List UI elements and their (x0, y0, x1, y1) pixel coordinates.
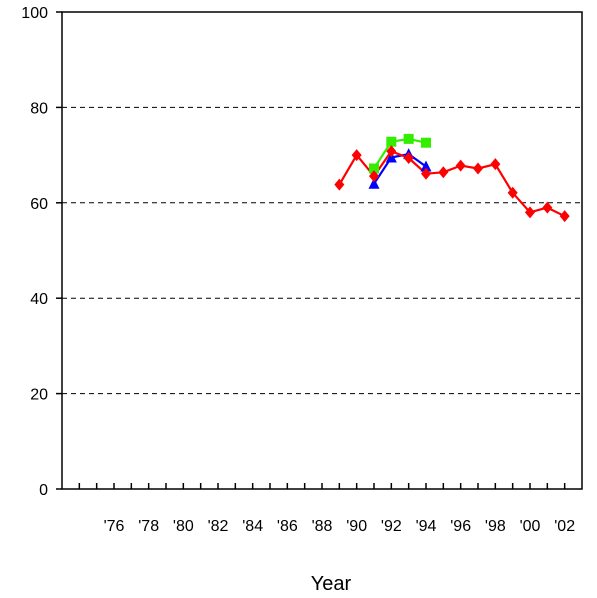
x-tick-label: '98 (485, 518, 506, 535)
y-tick-label: 80 (30, 100, 48, 117)
x-tick-label: '84 (242, 518, 263, 535)
x-tick-label: '96 (450, 518, 471, 535)
plot-frame (61, 11, 583, 490)
y-tick-label: 0 (39, 482, 48, 499)
series-line (373, 137, 427, 170)
axes (56, 11, 583, 490)
data-point-square (369, 163, 379, 174)
data-point-diamond (334, 178, 345, 191)
data-point-triangle (368, 177, 380, 189)
data-point-triangle (420, 160, 432, 172)
y-tick-label: 100 (21, 5, 48, 22)
data-point-diamond (403, 151, 414, 164)
x-tick-label: '88 (312, 518, 333, 535)
x-tick-label: '82 (208, 518, 229, 535)
x-tick-label: '90 (346, 518, 367, 535)
x-tick-label: '02 (554, 518, 575, 535)
data-point-diamond (438, 166, 449, 179)
x-tick-label: '76 (104, 518, 125, 535)
x-tick-label: '94 (416, 518, 437, 535)
gridlines (62, 106, 582, 395)
data-point-diamond (421, 167, 431, 180)
data-point-square (421, 137, 431, 148)
x-axis-title: Year (311, 573, 352, 595)
x-tick-label: '80 (173, 518, 194, 535)
y-tick-label: 20 (30, 387, 48, 404)
data-point-diamond (542, 201, 553, 214)
data-point-diamond (559, 210, 570, 223)
data-point-square (386, 136, 397, 147)
x-tick-label: '00 (520, 518, 541, 535)
data-point-diamond (490, 158, 501, 171)
data-point-diamond (473, 162, 483, 175)
data-markers (334, 133, 570, 223)
y-tick-label: 40 (30, 291, 48, 308)
data-point-square (403, 133, 414, 144)
y-tick-label: 60 (30, 196, 48, 213)
series-line (373, 153, 427, 185)
x-tick-label: '78 (138, 518, 159, 535)
tick-labels: 0 20 40 60 80 100 '76 '78 '80 '82 '84 '86 '88 '90 '92 '… (21, 5, 575, 535)
data-point-diamond (386, 145, 397, 158)
x-tick-label: '86 (277, 518, 298, 535)
data-point-diamond (507, 186, 518, 199)
data-point-diamond (525, 206, 535, 219)
x-tick-label: '92 (381, 518, 402, 535)
data-point-diamond (369, 170, 379, 183)
data-point-diamond (351, 149, 362, 162)
data-point-diamond (455, 159, 466, 172)
